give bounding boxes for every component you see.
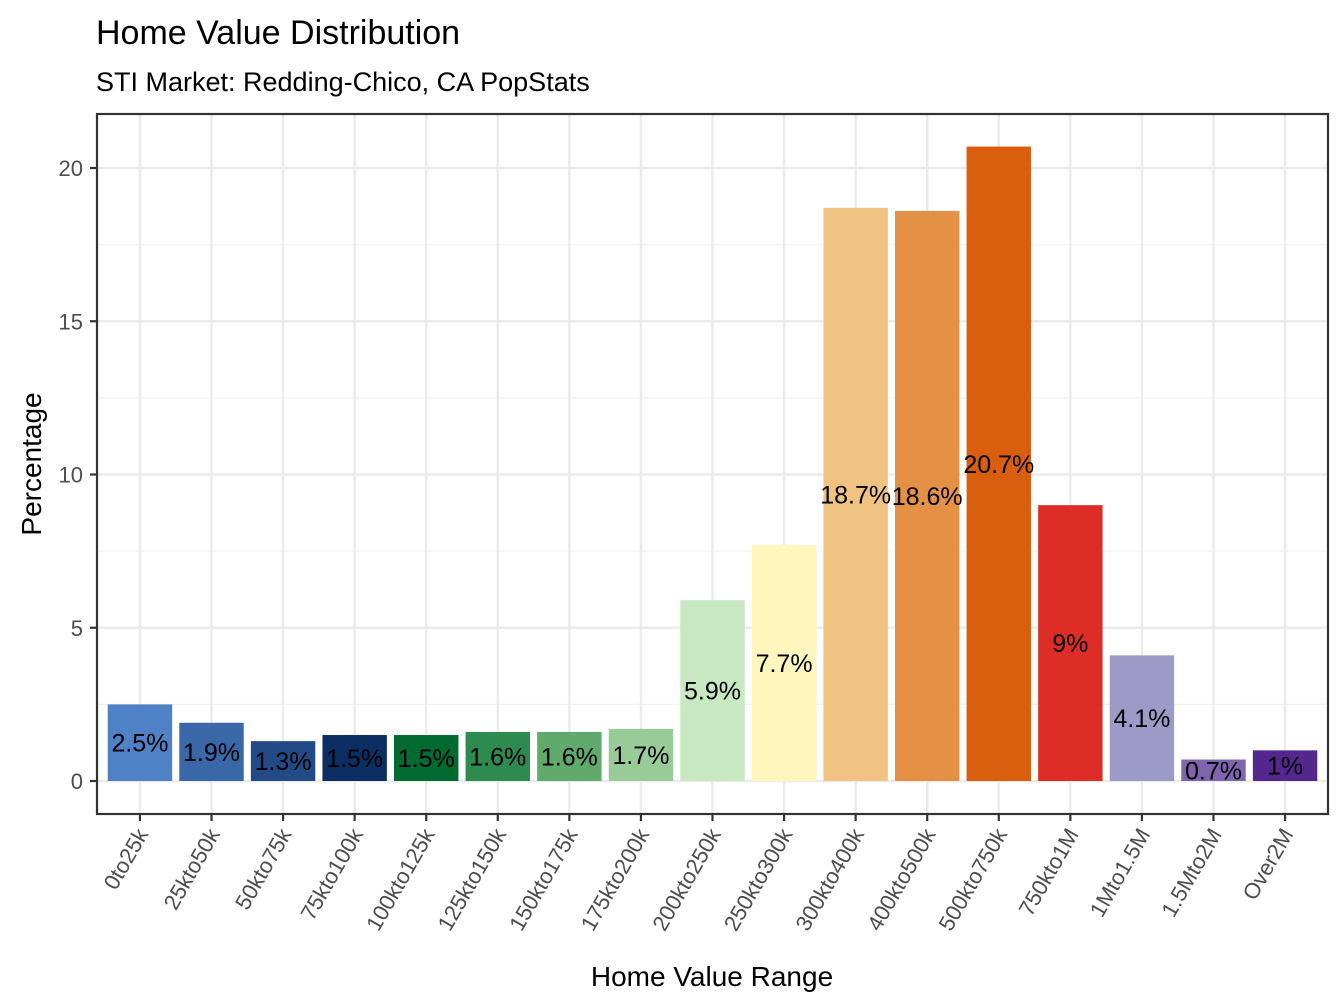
x-tick-label: 750kto1M (1014, 824, 1084, 920)
x-tick-label: 25kto50k (159, 823, 226, 914)
data-label: 1.3% (255, 748, 312, 776)
x-tick-label: 125kto150k (433, 823, 512, 935)
chart-title: Home Value Distribution (96, 14, 460, 52)
bar-500kto750k (966, 146, 1031, 782)
data-label: 1% (1267, 753, 1303, 781)
bar-25kto50k (179, 722, 244, 781)
data-label: 18.7% (820, 481, 891, 509)
y-tick-label: 10 (59, 463, 83, 488)
chart-subtitle: STI Market: Redding-Chico, CA PopStats (96, 67, 590, 97)
x-tick-label: 1.5Mto2M (1156, 824, 1227, 921)
y-tick-label: 20 (59, 156, 83, 181)
bar-300kto400k (823, 207, 888, 782)
x-tick-label: 50kto75k (230, 823, 297, 914)
data-label: 18.6% (892, 483, 963, 511)
data-label: 4.1% (1113, 705, 1170, 733)
x-tick-label: 400kto500k (862, 823, 941, 935)
data-label: 2.5% (111, 730, 168, 758)
bar-over2m (1252, 750, 1318, 781)
y-tick-label: 0 (71, 769, 83, 794)
bar-0to25k (107, 704, 173, 781)
x-tick-label: 500kto750k (934, 823, 1013, 935)
x-tick-label: 0to25k (99, 823, 154, 894)
data-label: 1.5% (398, 745, 455, 773)
bar-1mto1_5m (1109, 655, 1175, 781)
x-tick-label: 100kto125k (361, 823, 440, 935)
bar-75kto100k (322, 735, 387, 781)
data-label: 20.7% (963, 451, 1034, 479)
bar-50kto75k (250, 741, 316, 781)
x-tick-label: 1Mto1.5M (1085, 824, 1156, 921)
data-label: 9% (1052, 630, 1088, 658)
data-label: 0.7% (1185, 757, 1242, 785)
data-label: 5.9% (684, 678, 741, 706)
bar-750kto1m (1038, 505, 1103, 781)
bar-175kto200k (608, 728, 674, 781)
x-tick-label: 300kto400k (790, 823, 869, 935)
y-tick-label: 5 (71, 616, 83, 641)
y-axis-title: Percentage (16, 392, 47, 535)
data-label: 1.9% (183, 739, 240, 767)
x-axis-title: Home Value Range (591, 961, 833, 992)
x-tick-label: 250kto300k (719, 823, 798, 935)
data-label: 1.6% (469, 743, 526, 771)
data-label: 1.5% (326, 745, 383, 773)
bar-200kto250k (680, 600, 745, 781)
x-tick-label: 175kto200k (576, 823, 655, 935)
data-label: 7.7% (756, 650, 813, 678)
plot-panel: 2.5% 1.9% 1.3% 1.5% 1.5% 1.6% 1.6% 1.7% 5.9% 7.7%… (59, 112, 1330, 935)
x-tick-label: 75kto100k (296, 823, 369, 924)
data-label: 1.7% (612, 742, 669, 770)
bar-1_5mto2m (1181, 759, 1246, 781)
bar-250kto300k (751, 544, 817, 781)
bar-150kto175k (537, 731, 602, 781)
x-tick-label: 150kto175k (504, 823, 583, 935)
data-label: 1.6% (541, 743, 598, 771)
bar-100kto125k (394, 735, 459, 781)
bar-400kto500k (895, 210, 960, 781)
x-tick-label: Over2M (1238, 824, 1299, 904)
bar-125kto150k (465, 731, 530, 781)
x-tick-label: 200kto250k (647, 823, 726, 935)
y-tick-label: 15 (59, 309, 83, 334)
